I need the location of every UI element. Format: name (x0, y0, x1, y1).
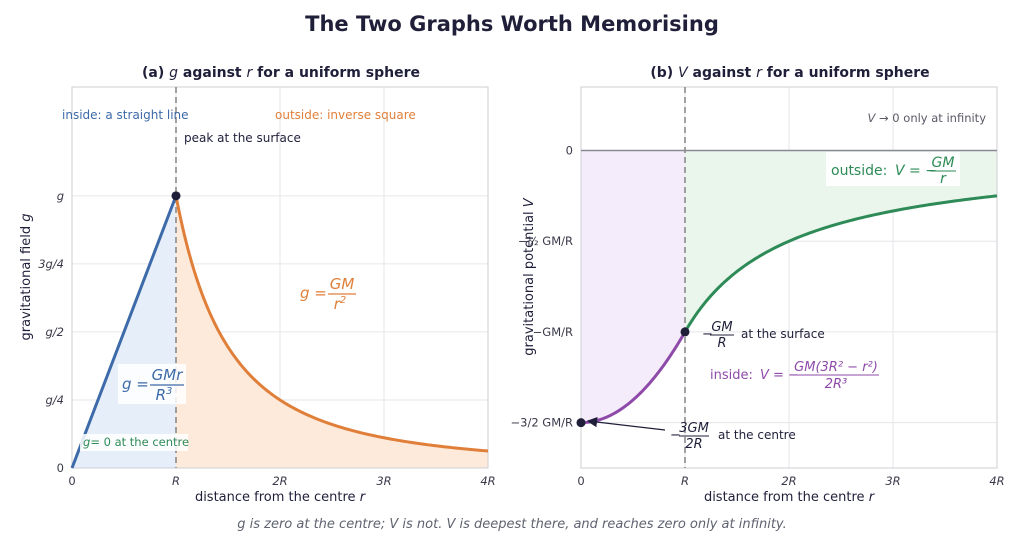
panel-V-ytick-label: 0 (566, 144, 573, 158)
V-outside-num: GM (932, 155, 955, 171)
panel-V-xlabel: distance from the centre r (704, 490, 876, 505)
V-centre-lhs: − (670, 428, 681, 443)
panel-g-frame (71, 86, 489, 469)
panel-g-xlabel: distance from the centre r (195, 490, 367, 505)
panel-V-yticks: 0 −½ GM/R −GM/R −3/2 GM/R (511, 144, 574, 430)
panel-g-xtick-label: 2R (272, 474, 287, 488)
panel-g-ytick-label: g/2 (46, 325, 65, 339)
V-centre-text: at the centre (718, 428, 796, 442)
panel-g-ytick-label: 3g/4 (38, 257, 64, 271)
panel-V-ytick-label: −3/2 GM/R (511, 416, 574, 430)
panel-V-inside-series (580, 331, 687, 425)
V-inside-den: 2R³ (825, 377, 848, 392)
panel-g-inside-formula-bg (118, 364, 186, 404)
panel-g-xticks: 0 R 2R 3R 4R (68, 474, 495, 488)
panel-V-infinity-note: V → 0 only at infinity (867, 111, 986, 125)
panel-V-surface-point (680, 327, 690, 337)
V-outside-lhs: outside: (831, 163, 887, 179)
panel-V-xticks: 0 R 2R 3R 4R (577, 474, 1004, 488)
panel-V-centre-annotation: − 3GM 2R at the centre (670, 421, 796, 452)
svg-text:R3: R3 (156, 386, 173, 404)
V-surface-den: R (717, 336, 726, 351)
panel-g-xtick-label: 3R (376, 474, 391, 488)
panel-V-ylabel: gravitational potential V (522, 197, 537, 356)
panel-V-outside-fill (685, 150, 997, 332)
panel-g-outside-region-label: outside: inverse square (275, 108, 416, 122)
panel-g-inside-series (70, 195, 178, 469)
panel-V-title: (b) V against r for a uniform sphere (650, 65, 929, 81)
panel-V-centre-point (576, 418, 586, 428)
V-inside-lhs: inside: (710, 368, 753, 383)
panel-V-xtick-label: R (681, 474, 689, 488)
panel-V-xtick-label: 0 (577, 474, 584, 488)
V-surface-text: at the surface (741, 327, 825, 341)
inside-formula-num: GMr (152, 366, 184, 384)
outside-formula-lhs: g = (300, 284, 327, 302)
panel-V-xtick-label: 3R (885, 474, 900, 488)
panel-g-ytick-label: g/4 (46, 393, 65, 407)
panel-V-ytick-label: −GM/R (533, 325, 573, 339)
panel-V-xtick-label: 2R (781, 474, 796, 488)
outside-formula-den: r (334, 295, 341, 313)
panel-g-centre-label: g= 0 at the centre (83, 435, 189, 449)
V-centre-den: 2R (685, 437, 702, 452)
panel-g-xtick-label: 0 (68, 474, 75, 488)
outside-formula-num: GM (330, 275, 355, 293)
inside-formula-den: R (156, 386, 166, 404)
panel-g-peak-point (171, 191, 181, 201)
V-surface-num: GM (711, 320, 732, 335)
panel-g-ylabel: gravitational field g (19, 213, 34, 340)
panel-g-xtick-label: 4R (480, 474, 495, 488)
panel-V-outside-formula-bg (826, 152, 960, 186)
panel-V-xtick-label: 4R (989, 474, 1004, 488)
V-outside-den: r (940, 171, 947, 187)
panel-g-ytick-label: 0 (57, 461, 64, 475)
V-centre-num: 3GM (679, 421, 709, 436)
outside-formula-exp: 2 (340, 295, 346, 306)
panel-g-inside-formula: g = GMr R3 (122, 366, 184, 404)
V-centre-arrow (586, 416, 666, 431)
panel-V-inside-formula: inside: V = − GM(3R² − r²) 2R³ (710, 360, 879, 392)
panel-V-inside-fill (581, 150, 685, 423)
panel-g-peak-label: peak at the surface (184, 131, 301, 145)
panel-g-chart: 0 R 2R 3R 4R 0g/4g/23g/4g (a) g against r fo… (19, 65, 496, 505)
panel-V-chart: 0 R 2R 3R 4R 0 −½ GM/R −GM/R −3/2 GM/R (b) V ag… (511, 65, 1005, 505)
V-outside-eq: V = − (895, 163, 937, 179)
panel-g-inside-region-label: inside: a straight line (62, 108, 189, 122)
panel-g-ytick-label: g (57, 189, 64, 203)
panel-g-outside-series (174, 195, 489, 453)
panel-g-yticks: 0 g/4 g/2 3g/4 g (38, 189, 64, 475)
panel-V-outside-series (683, 194, 998, 333)
V-inside-num: GM(3R² − r²) (794, 360, 878, 375)
panel-g-outside-formula: g = GM r2 (300, 275, 356, 313)
panel-g-title: (a) g against r for a uniform sphere (142, 65, 420, 81)
panel-g-centre-label-bg (80, 434, 188, 451)
panel-V-ytick-label: −½ GM/R (518, 234, 573, 248)
svg-text:r2: r2 (334, 295, 347, 313)
panel-g-outside-fill (176, 195, 488, 469)
figure-title: The Two Graphs Worth Memorising (305, 12, 719, 36)
V-inside-eq: V = − (760, 368, 799, 383)
panel-V-outside-formula: outside: V = − GM r (831, 155, 956, 187)
inside-formula-exp: 3 (166, 386, 172, 397)
panel-V-frame (580, 86, 998, 469)
inside-formula-lhs: g = (122, 375, 149, 393)
panel-g-xtick-label: R (172, 474, 180, 488)
figure-caption: g is zero at the centre; V is not. V is … (237, 517, 787, 532)
V-surface-lhs: − (702, 327, 713, 342)
panel-V-surface-annotation: − GM R at the surface (702, 320, 825, 351)
